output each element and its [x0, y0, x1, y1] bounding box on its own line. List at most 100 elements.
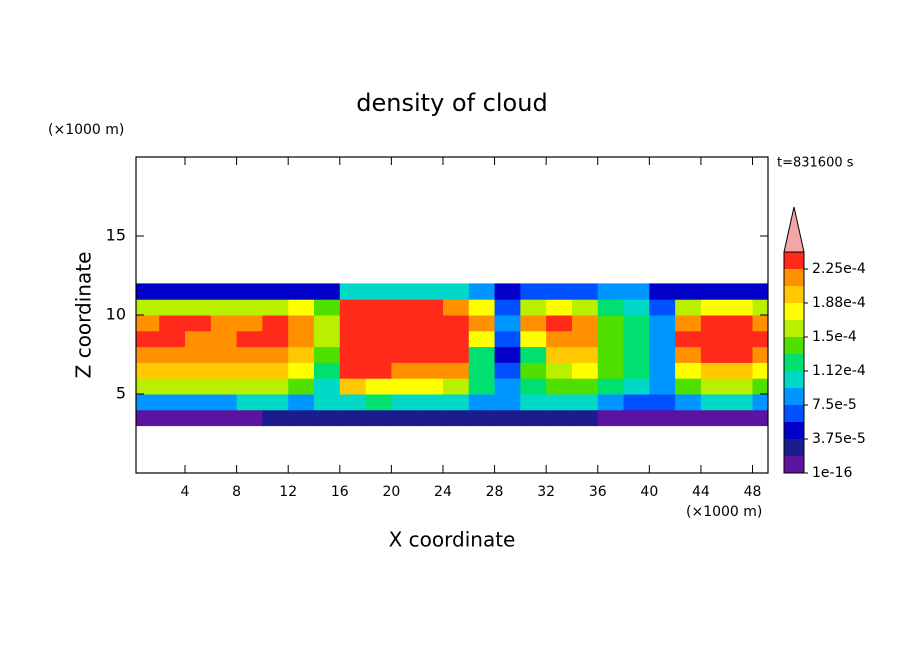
contour-cell	[520, 299, 547, 316]
contour-cell	[752, 299, 769, 316]
contour-cell	[391, 378, 418, 395]
contour-cell	[339, 346, 367, 363]
contour-cell	[520, 378, 547, 395]
colorbar-band	[784, 371, 804, 388]
contour-cell	[339, 330, 367, 348]
colorbar-band	[784, 354, 804, 371]
contour-cell	[136, 394, 160, 411]
x-unit: (×1000 m)	[686, 504, 762, 520]
contour-cell	[700, 409, 728, 427]
contour-cell	[571, 378, 599, 395]
contour-cell	[442, 362, 470, 379]
contour-cell	[571, 394, 599, 411]
x-tick-label: 8	[232, 484, 241, 500]
contour-cell	[185, 330, 212, 348]
contour-cell	[623, 299, 650, 316]
contour-cell	[700, 283, 728, 300]
contour-cell	[262, 283, 289, 300]
colorbar-band	[784, 388, 804, 405]
y-tick-label: 5	[116, 384, 126, 403]
contour-cell	[623, 346, 650, 363]
contour-cell	[597, 409, 625, 427]
contour-cell	[136, 378, 160, 395]
contour-cell	[136, 299, 160, 316]
contour-cell	[313, 346, 341, 363]
contour-cell	[571, 362, 599, 379]
contour-cell	[442, 346, 470, 363]
contour-cell	[391, 315, 418, 332]
contour-cell	[623, 378, 650, 395]
contour-cell	[649, 409, 676, 427]
contour-cell	[313, 299, 341, 316]
contour-cell	[623, 330, 650, 348]
contour-cell	[288, 378, 315, 395]
contour-cell	[700, 299, 728, 316]
contour-cell	[468, 362, 496, 379]
contour-cell	[700, 330, 728, 348]
contour-cell	[700, 362, 728, 379]
contour-cell	[675, 378, 702, 395]
contour-cell	[262, 378, 289, 395]
contour-cell	[136, 283, 160, 300]
contour-cell	[262, 394, 289, 411]
contour-cell	[391, 283, 418, 300]
contour-cell	[520, 330, 547, 348]
colorbar-band	[784, 439, 804, 456]
contour-cell	[700, 378, 728, 395]
colorbar-frame	[783, 251, 805, 474]
contour-cell	[546, 346, 573, 363]
contour-cell	[159, 315, 186, 332]
contour-cell	[546, 362, 573, 379]
contour-cell	[571, 283, 599, 300]
x-tick-label: 20	[382, 484, 400, 500]
colorbar-tick-label: 7.5e-5	[812, 397, 857, 413]
contour-cell	[339, 315, 367, 332]
contour-cell	[159, 394, 186, 411]
contour-cell	[675, 362, 702, 379]
colorbar-band	[784, 303, 804, 320]
y-axis-title: Z coordinate	[72, 252, 96, 379]
x-tick-label: 32	[537, 484, 555, 500]
contour-cell	[236, 378, 263, 395]
contour-cell	[494, 330, 521, 348]
contour-cell	[726, 362, 754, 379]
contour-cell	[136, 362, 160, 379]
contour-cell	[262, 346, 289, 363]
contour-cell	[136, 315, 160, 332]
contour-cell	[210, 315, 238, 332]
contour-cell	[494, 299, 521, 316]
contour-cell	[649, 283, 676, 300]
contour-cell	[546, 315, 573, 332]
contour-cell	[726, 330, 754, 348]
colorbar-tick-label: 1.12e-4	[812, 363, 866, 379]
contour-cell	[391, 362, 418, 379]
contour-cell	[468, 346, 496, 363]
colorbar-band	[784, 252, 804, 269]
x-axis-title: X coordinate	[389, 528, 516, 552]
contour-cell	[339, 394, 367, 411]
contour-cell	[520, 394, 547, 411]
contour-cell	[442, 409, 470, 427]
contour-cell	[468, 394, 496, 411]
contour-cell	[571, 299, 599, 316]
contour-cell	[262, 315, 289, 332]
colorbar-band	[784, 286, 804, 303]
contour-cell	[649, 378, 676, 395]
contour-field	[136, 283, 769, 427]
x-tick-label: 44	[692, 484, 710, 500]
contour-cell	[520, 362, 547, 379]
contour-cell	[442, 330, 470, 348]
contour-cell	[752, 346, 769, 363]
colorbar-band	[784, 456, 804, 473]
contour-cell	[623, 394, 650, 411]
contour-cell	[442, 394, 470, 411]
contour-cell	[520, 346, 547, 363]
colorbar-tick-label: 1e-16	[812, 465, 852, 481]
contour-cell	[417, 362, 444, 379]
contour-cell	[571, 346, 599, 363]
contour-cell	[623, 315, 650, 332]
contour-cell	[752, 330, 769, 348]
x-tick-label: 28	[486, 484, 504, 500]
contour-cell	[649, 315, 676, 332]
